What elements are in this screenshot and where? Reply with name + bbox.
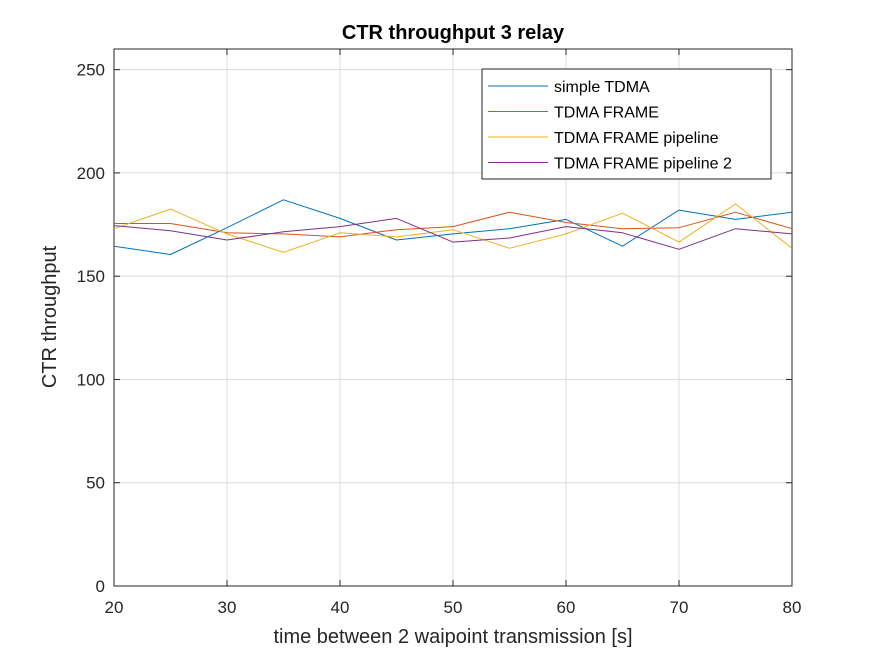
axis-ticks: 20 30 40 50 60 70 80 0 50 100 150 200 250 bbox=[77, 49, 802, 617]
legend-label-1: simple TDMA bbox=[554, 79, 650, 96]
series-line-3 bbox=[113, 203, 793, 253]
y-tick-label: 100 bbox=[77, 370, 105, 389]
x-tick-label: 20 bbox=[105, 598, 124, 617]
series-line-2 bbox=[114, 211, 793, 238]
x-tick-label: 40 bbox=[331, 598, 350, 617]
legend-box bbox=[481, 68, 772, 180]
legend-label-3: TDMA FRAME pipeline bbox=[554, 130, 719, 147]
legend-label-2: TDMA FRAME bbox=[554, 105, 659, 122]
x-tick-label: 80 bbox=[783, 598, 802, 617]
x-axis-label: time between 2 waipoint transmission [s] bbox=[273, 626, 632, 648]
series-line-4 bbox=[113, 217, 793, 250]
chart-title: CTR throughput 3 relay bbox=[342, 22, 565, 44]
y-tick-label: 150 bbox=[77, 267, 105, 286]
y-tick-label: 50 bbox=[86, 474, 105, 493]
y-tick-label: 0 bbox=[96, 577, 105, 596]
y-axis-label: CTR throughput bbox=[39, 245, 61, 388]
series-line-1 bbox=[113, 199, 793, 255]
x-tick-label: 70 bbox=[670, 598, 689, 617]
x-tick-label: 60 bbox=[557, 598, 576, 617]
series-lines bbox=[113, 199, 793, 255]
y-tick-label: 200 bbox=[77, 164, 105, 183]
legend: simple TDMA TDMA FRAME TDMA FRAME pipeline… bbox=[481, 68, 772, 180]
y-tick-label: 250 bbox=[77, 61, 105, 80]
legend-label-4: TDMA FRAME pipeline 2 bbox=[554, 156, 732, 173]
x-tick-label: 30 bbox=[218, 598, 237, 617]
x-tick-label: 50 bbox=[444, 598, 463, 617]
